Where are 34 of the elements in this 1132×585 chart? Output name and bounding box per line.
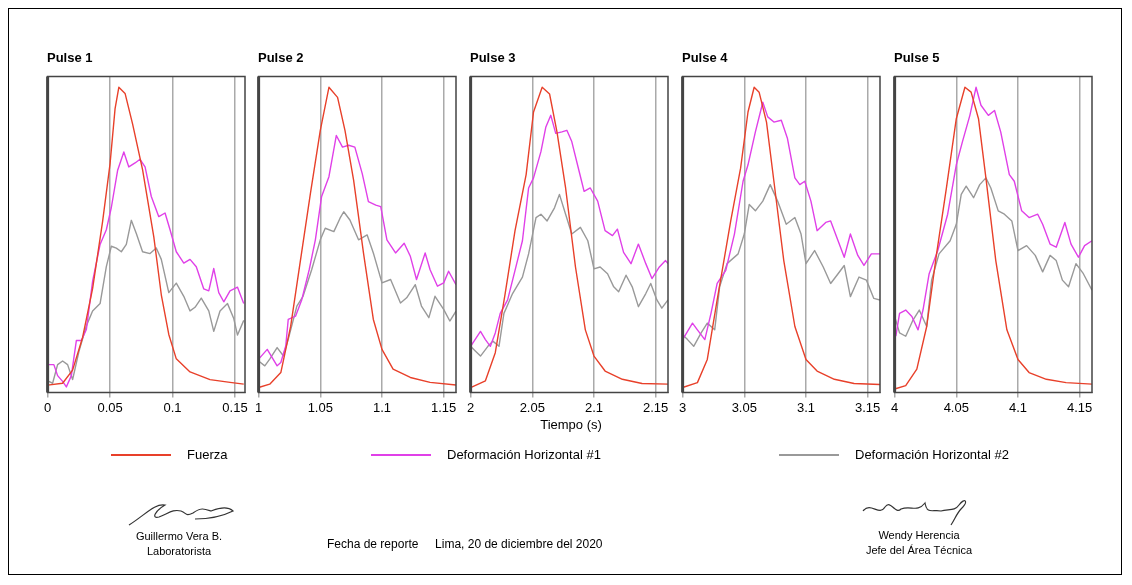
x-tick-label: 0.05 [97, 399, 123, 415]
x-tick-label: 3.15 [855, 399, 881, 415]
x-tick-label: 1.05 [307, 399, 333, 415]
x-tick-label: 1.1 [372, 399, 392, 415]
x-tick-label: 3.1 [796, 399, 816, 415]
x-tick-label: 3 [679, 399, 687, 415]
chart-title: Pulse 1 [47, 50, 93, 66]
chart-title: Pulse 2 [258, 50, 304, 66]
x-tick-label: 1.15 [431, 399, 457, 415]
text: Fecha de reporte Lima, 20 de diciembre del 2020 [327, 537, 604, 551]
x-tick-label: 4.05 [943, 399, 969, 415]
chart-title: Pulse 3 [470, 50, 516, 66]
text: Jefe del Área Técnica [864, 544, 974, 556]
x-tick-label: 2.05 [519, 399, 545, 415]
x-tick-label: 2 [467, 399, 475, 415]
x-tick-label: 4.15 [1067, 399, 1093, 415]
x-axis-title: Tiempo (s) [539, 417, 603, 432]
x-tick-label: 4 [891, 399, 899, 415]
x-tick-label: 0.15 [222, 399, 248, 415]
text: Guillermo Vera B. [134, 530, 224, 542]
legend-label: Deformación Horizontal #1 [447, 447, 601, 462]
chart-title: Pulse 4 [682, 50, 729, 66]
text: Laboratorista [145, 545, 213, 557]
chart-title: Pulse 5 [894, 50, 940, 66]
x-tick-label: 2.15 [643, 399, 669, 415]
legend-label: Fuerza [187, 447, 228, 462]
x-tick-label: 0.1 [163, 399, 182, 415]
legend-label: Deformación Horizontal #2 [855, 447, 1009, 462]
x-tick-label: 2.1 [584, 399, 604, 415]
x-tick-label: 3.05 [731, 399, 757, 415]
x-tick-label: 4.1 [1008, 399, 1028, 415]
x-tick-label: 0 [44, 399, 52, 415]
x-tick-label: 1 [255, 399, 263, 415]
text: Wendy Herencia [877, 529, 961, 541]
